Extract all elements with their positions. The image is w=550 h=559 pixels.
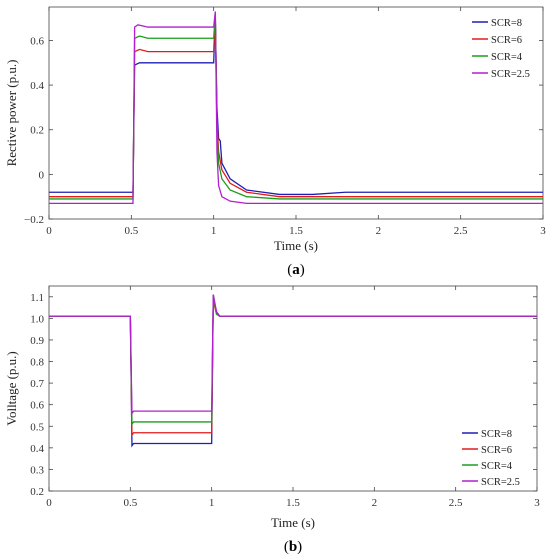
- x-tick-label: 2.5: [449, 497, 463, 509]
- x-tick-label: 2: [376, 225, 382, 237]
- x-tick-label: 2: [372, 497, 378, 509]
- y-tick-label: 0: [39, 169, 45, 181]
- series-line-scr-2-5: [49, 294, 537, 416]
- x-tick-label: 1.5: [286, 497, 300, 509]
- legend-entry: SCR=8: [481, 429, 512, 440]
- plot-frame: [48, 6, 544, 220]
- legend: SCR=8 SCR=6 SCR=4 SCR=2.5: [462, 429, 520, 488]
- x-tick-label: 3: [540, 225, 546, 237]
- legend-entry: SCR=2.5: [481, 477, 520, 488]
- y-tick-label: 0.2: [30, 125, 44, 137]
- y-tick-label: 0.3: [30, 464, 44, 476]
- panel-label: (a): [287, 262, 305, 278]
- legend-entry: SCR=4: [481, 461, 513, 472]
- panel-label-letter: b: [289, 539, 297, 555]
- y-tick-label: −0.2: [24, 214, 44, 226]
- x-tick-label: 2.5: [454, 225, 468, 237]
- x-tick-label: 0.5: [124, 225, 138, 237]
- y-tick-label: 1.1: [30, 292, 44, 304]
- x-axis-title: Time (s): [274, 238, 318, 253]
- y-axis-title: Rective power (p.u.): [4, 60, 19, 167]
- panel-label-open: (: [284, 539, 289, 555]
- x-tick-label: 0.5: [123, 497, 137, 509]
- series-line-scr-8: [49, 296, 537, 448]
- y-tick-label: 0.8: [30, 357, 44, 369]
- x-tick-label: 1.5: [289, 225, 303, 237]
- y-tick-label: 0.6: [30, 35, 44, 47]
- series-line-scr-4: [49, 13, 543, 200]
- legend: SCR=8 SCR=6 SCR=4 SCR=2.5: [472, 18, 530, 80]
- y-tick-label: 1.0: [30, 313, 44, 325]
- x-tick-label: 1: [211, 225, 217, 237]
- legend-entry: SCR=6: [481, 445, 512, 456]
- legend-entry: SCR=2.5: [491, 69, 530, 80]
- y-tick-label: 0.4: [30, 80, 44, 92]
- x-tick-label: 3: [534, 497, 540, 509]
- y-tick-label: 0.4: [30, 443, 44, 455]
- panel-label: (b): [284, 539, 302, 555]
- x-tick-label: 1: [209, 497, 215, 509]
- panel-label-open: (: [287, 262, 292, 278]
- legend-entry: SCR=4: [491, 52, 523, 63]
- x-tick-label: 0: [46, 497, 52, 509]
- x-tick-label: 0: [46, 225, 52, 237]
- y-tick-label: 0.7: [30, 378, 44, 390]
- y-tick-label: 0.6: [30, 400, 44, 412]
- legend-entry: SCR=6: [491, 35, 522, 46]
- chart-b: 0 0.5 1 1.5 2 2.5 3 0.2 0.3 0.4 0.5 0.6 0.7 0.8 0.9 1.0…: [4, 285, 540, 555]
- y-tick-label: 0.9: [30, 335, 44, 347]
- y-axis-title: Volltage (p.u.): [4, 351, 19, 426]
- panel-label-close: ): [300, 262, 305, 278]
- series-line-scr-2-5: [49, 11, 543, 205]
- panel-label-letter: a: [292, 262, 300, 278]
- series-line-scr-4: [49, 294, 537, 427]
- y-tick-label: 0.2: [30, 486, 44, 498]
- panel-label-close: ): [297, 539, 302, 555]
- series-line-scr-6: [49, 296, 537, 437]
- legend-entry: SCR=8: [491, 18, 522, 29]
- y-tick-label: 0.5: [30, 421, 44, 433]
- series-line-scr-6: [49, 15, 543, 198]
- series-line-scr-8: [49, 18, 543, 196]
- x-axis-title: Time (s): [271, 515, 315, 530]
- chart-a: 0 0.5 1 1.5 2 2.5 3−0.200.20.40.6SCR=8SCR=6SCR…: [4, 6, 546, 278]
